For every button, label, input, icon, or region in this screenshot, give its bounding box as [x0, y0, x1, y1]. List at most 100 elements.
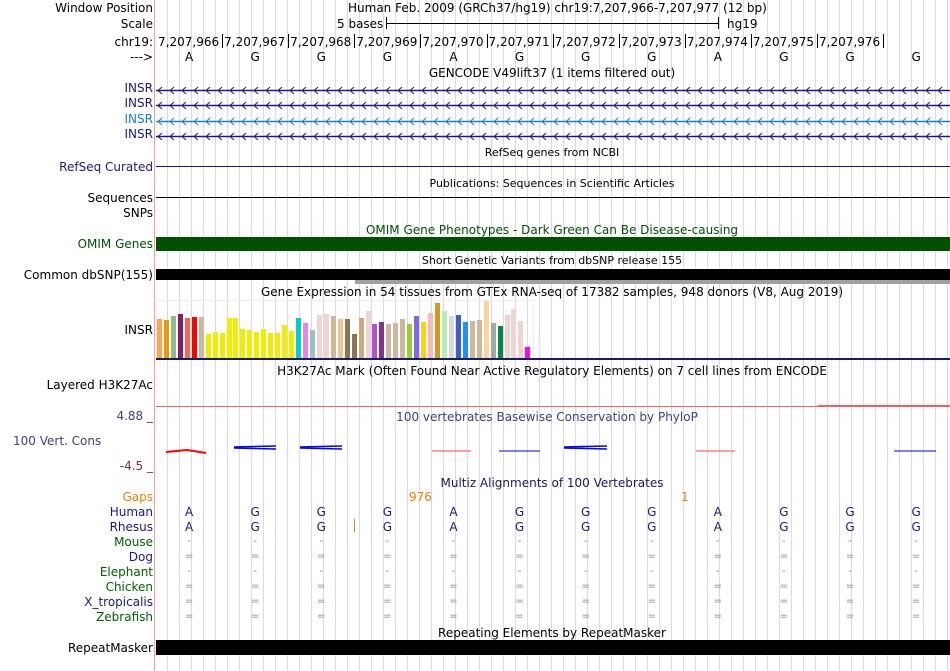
position-tick-label: 7,207,974	[686, 35, 748, 49]
gtex-tissue-bar[interactable]	[157, 318, 162, 358]
gtex-tissue-bar[interactable]	[163, 319, 169, 358]
gtex-tissue-bar[interactable]	[275, 333, 281, 358]
gtex-tissue-bar[interactable]	[448, 315, 454, 358]
gtex-tissue-bar[interactable]	[226, 317, 232, 358]
gap-count: 976	[408, 490, 432, 504]
gencode-transcript[interactable]	[156, 130, 950, 141]
gtex-tissue-bar[interactable]	[191, 316, 197, 358]
gtex-tissue-bar[interactable]	[247, 329, 253, 358]
h3k27ac-label[interactable]: Layered H3K27Ac	[46, 378, 153, 392]
species-label-chicken[interactable]: Chicken	[105, 580, 153, 594]
gtex-tissue-bar[interactable]	[372, 323, 378, 358]
gtex-tissue-bar[interactable]	[254, 332, 260, 358]
gtex-tissue-bar[interactable]	[198, 316, 204, 358]
cons-label[interactable]: 100 Vert. Cons	[13, 434, 102, 448]
gtex-tissue-bar[interactable]	[400, 318, 406, 358]
repeatmasker-feature[interactable]	[156, 640, 950, 655]
aligned-base: G	[250, 505, 260, 519]
alignment-symbol: =	[647, 596, 656, 607]
multiz-track-title: Multiz Alignments of 100 Vertebrates	[440, 476, 664, 490]
dbsnp-label[interactable]: Common dbSNP(155)	[23, 268, 153, 282]
gtex-tissue-bar[interactable]	[504, 314, 510, 358]
omim-label[interactable]: OMIM Genes	[77, 237, 153, 251]
gtex-tissue-bar[interactable]	[309, 330, 315, 358]
gtex-tissue-bar[interactable]	[455, 314, 461, 358]
gtex-tissue-bar[interactable]	[525, 347, 531, 358]
transcript-arrows	[156, 101, 950, 110]
gencode-transcript[interactable]	[156, 99, 950, 110]
species-label-elephant[interactable]: Elephant	[99, 565, 153, 579]
reference-base: G	[250, 50, 260, 64]
species-label-mouse[interactable]: Mouse	[114, 535, 153, 549]
species-label-human[interactable]: Human	[109, 505, 153, 519]
gtex-tissue-bar[interactable]	[483, 301, 489, 358]
gencode-gene-label[interactable]: INSR	[124, 81, 153, 95]
gtex-tissue-bar[interactable]	[386, 323, 392, 358]
gtex-tissue-bar[interactable]	[490, 322, 496, 358]
gtex-tissue-bar[interactable]	[316, 314, 322, 358]
gtex-tissue-bar[interactable]	[212, 332, 218, 358]
gtex-tissue-bar[interactable]	[261, 328, 267, 358]
gtex-tissue-bar[interactable]	[511, 308, 517, 358]
species-label-x_tropicalis[interactable]: X_tropicalis	[84, 595, 153, 609]
window-position-label: Window Position	[55, 1, 153, 15]
gtex-tissue-bar[interactable]	[302, 322, 308, 358]
dbsnp-feature[interactable]	[156, 269, 950, 280]
gtex-tissue-bar[interactable]	[441, 310, 447, 358]
gtex-tissue-bar[interactable]	[240, 328, 246, 358]
gencode-gene-label[interactable]: INSR	[124, 111, 153, 126]
gtex-tissue-bar[interactable]	[233, 317, 239, 358]
gtex-tissue-bar[interactable]	[330, 315, 336, 358]
assembly-position: Human Feb. 2009 (GRCh37/hg19) chr19:7,20…	[348, 1, 767, 15]
gtex-tissue-bar[interactable]	[462, 321, 468, 358]
gtex-tissue-bar[interactable]	[365, 310, 371, 358]
gtex-tissue-bar[interactable]	[323, 313, 329, 358]
dbsnp-feature-secondary[interactable]	[355, 280, 950, 284]
position-tick	[354, 34, 356, 48]
gtex-tissue-bar[interactable]	[407, 323, 413, 358]
species-label-dog[interactable]: Dog	[128, 550, 153, 564]
gtex-tissue-bar[interactable]	[184, 317, 190, 358]
gencode-gene-label[interactable]: INSR	[124, 96, 153, 111]
refseq-label[interactable]: RefSeq Curated	[59, 160, 153, 174]
sequences-label[interactable]: Sequences	[87, 191, 153, 205]
gtex-tissue-bar[interactable]	[344, 318, 350, 358]
gencode-transcript[interactable]	[156, 115, 950, 125]
gtex-tissue-bar[interactable]	[518, 320, 524, 358]
gencode-transcript[interactable]	[156, 84, 950, 95]
gtex-tissue-bar[interactable]	[282, 324, 288, 358]
species-label-rhesus[interactable]: Rhesus	[109, 520, 153, 534]
gtex-tissue-bar[interactable]	[289, 331, 295, 358]
snps-label[interactable]: SNPs	[123, 206, 153, 220]
gtex-tissue-bar[interactable]	[414, 315, 420, 358]
gtex-tissue-bar[interactable]	[476, 319, 482, 358]
gtex-gene-label[interactable]: INSR	[124, 323, 153, 337]
gtex-tissue-bar[interactable]	[358, 317, 364, 358]
gtex-tissue-bar[interactable]	[205, 334, 211, 358]
gtex-tissue-bar[interactable]	[268, 333, 274, 358]
gtex-tissue-bar[interactable]	[393, 322, 399, 358]
gtex-tissue-bar[interactable]	[469, 320, 475, 358]
gtex-tissue-bar[interactable]	[219, 333, 225, 358]
gtex-tissue-bar[interactable]	[296, 317, 301, 358]
gtex-tissue-bar[interactable]	[337, 318, 343, 358]
gtex-tissue-bar[interactable]	[351, 334, 357, 358]
gtex-tissue-bar[interactable]	[170, 315, 176, 358]
alignment-symbol: -	[716, 536, 720, 547]
omim-feature[interactable]	[156, 237, 950, 251]
position-tick	[420, 34, 422, 48]
gtex-tissue-bar[interactable]	[435, 302, 440, 358]
gtex-tissue-bar[interactable]	[428, 312, 434, 358]
gtex-tissue-bar[interactable]	[379, 321, 385, 358]
gencode-gene-label[interactable]: INSR	[124, 126, 153, 141]
position-tick-label: 7,207,973	[620, 35, 682, 49]
gtex-tissue-bar[interactable]	[177, 313, 183, 358]
chrom-label: chr19:	[114, 35, 153, 49]
gtex-tissue-bar[interactable]	[421, 321, 427, 358]
refseq-track-title: RefSeq genes from NCBI	[484, 146, 620, 159]
position-tick-label: 7,207,969	[356, 35, 418, 49]
reference-base: G	[382, 50, 392, 64]
repeatmasker-label[interactable]: RepeatMasker	[67, 641, 153, 655]
gtex-tissue-bar[interactable]	[497, 325, 503, 358]
species-label-zebrafish[interactable]: Zebrafish	[96, 610, 153, 624]
